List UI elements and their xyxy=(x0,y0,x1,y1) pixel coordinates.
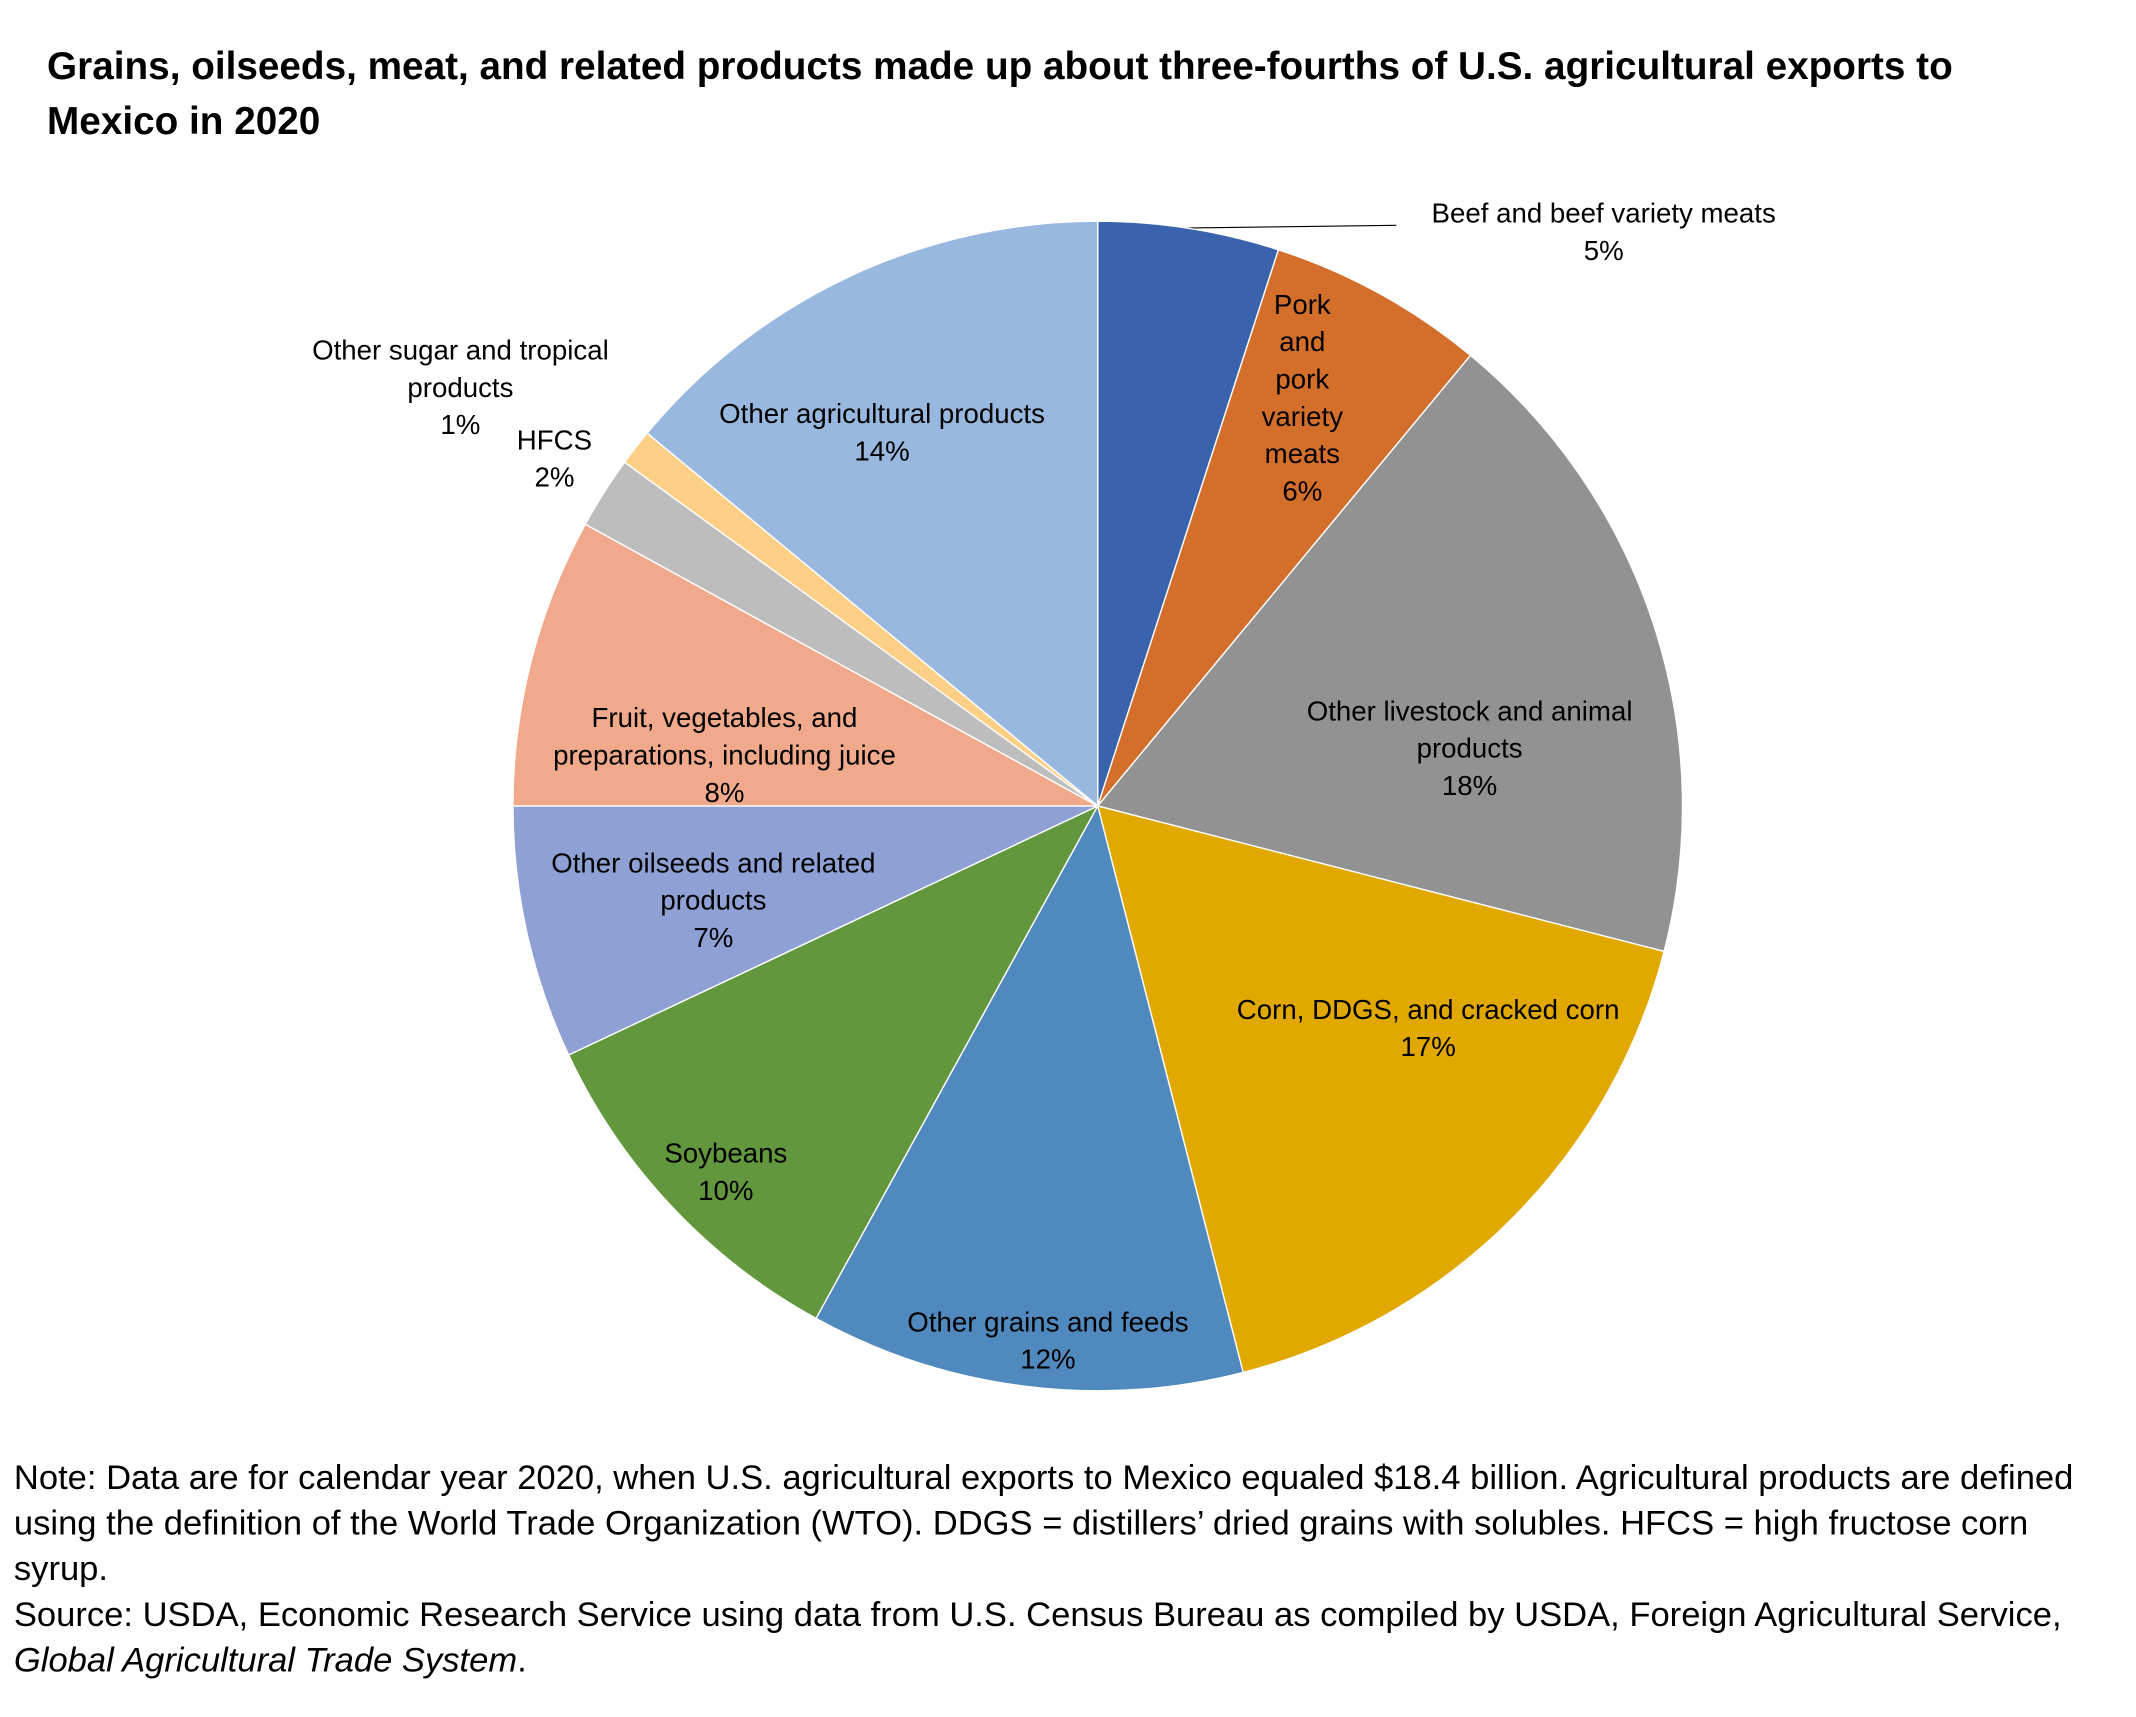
slice-label-box: Fruit, vegetables, and preparations, inc… xyxy=(517,701,932,813)
source-end: . xyxy=(517,1640,527,1680)
category-label: Fruit, vegetables, and preparations, inc… xyxy=(553,703,896,772)
source-text: Source: USDA, Economic Research Service … xyxy=(13,1595,2062,1635)
slice-label: Corn, DDGS, and cracked corn 17% xyxy=(1228,993,1629,1068)
category-label: Other sugar and tropical products xyxy=(312,335,609,404)
slice-label-box: Corn, DDGS, and cracked corn 17% xyxy=(1228,993,1629,1068)
value-label: 12% xyxy=(1020,1345,1076,1376)
pie-slice xyxy=(512,523,1099,807)
slice-label-box: Pork and pork variety meats 6% xyxy=(1254,288,1351,509)
category-label: Other agricultural products xyxy=(719,399,1045,430)
slice-label: Other agricultural products 14% xyxy=(675,397,1090,472)
category-label: Soybeans xyxy=(664,1139,788,1170)
slice-label-box: Other livestock and animal products 18% xyxy=(1262,694,1677,806)
category-label: Other oilseeds and related products xyxy=(551,848,876,917)
category-label: Other grains and feeds xyxy=(907,1307,1189,1339)
slice-label-box: Beef and beef variety meats 5% xyxy=(1369,196,1839,271)
pie-slice xyxy=(1096,354,1684,953)
slice-label-box: Other oilseeds and related products 7% xyxy=(506,846,921,958)
value-label: 1% xyxy=(440,410,481,442)
slice-label: Soybeans 10% xyxy=(588,1136,864,1211)
slice-label: Fruit, vegetables, and preparations, inc… xyxy=(517,701,932,813)
category-label: HFCS xyxy=(516,425,593,457)
slice-label-box: Other grains and feeds 12% xyxy=(841,1305,1256,1380)
value-label: 10% xyxy=(698,1176,754,1207)
slice-label: Other oilseeds and related products 7% xyxy=(506,846,921,958)
pie-slice xyxy=(512,805,1099,1056)
value-label: 18% xyxy=(1441,771,1498,802)
value-label: 14% xyxy=(854,436,910,468)
value-label: 8% xyxy=(704,778,745,809)
leader-line xyxy=(1182,224,1397,229)
category-label: Other livestock and animal products xyxy=(1306,696,1633,765)
note-box: Note: Data are for calendar year 2020, w… xyxy=(14,1456,2129,1684)
slice-label: Beef and beef variety meats 5% xyxy=(1369,196,1839,271)
category-label: Beef and beef variety meats xyxy=(1431,199,1776,230)
source: Source: USDA, Economic Research Service … xyxy=(14,1593,2129,1684)
slice-label: HFCS 2% xyxy=(485,423,623,498)
pie-slice xyxy=(1097,220,1280,807)
pie-slice xyxy=(646,220,1099,808)
title-box: Grains, oilseeds, meat, and related prod… xyxy=(47,44,1953,143)
notes: Note: Data are for calendar year 2020, w… xyxy=(14,1456,2129,1684)
slice-label: Other grains and feeds 12% xyxy=(841,1305,1256,1380)
value-label: 6% xyxy=(1282,476,1323,508)
value-label: 5% xyxy=(1583,236,1624,267)
slice-label-box: Other agricultural products 14% xyxy=(675,397,1090,472)
slice-label-box: Soybeans 10% xyxy=(588,1136,864,1211)
slice-label-box: HFCS 2% xyxy=(485,423,623,498)
pie-slice xyxy=(567,804,1100,1320)
slice-label: Other livestock and animal products 18% xyxy=(1262,694,1677,806)
slice-label-box: Other sugar and tropical products 1% xyxy=(274,333,647,445)
category-label: Pork and pork variety meats xyxy=(1261,290,1344,471)
source-italic: Global Agricultural Trade System xyxy=(13,1640,518,1680)
slice-label: Other sugar and tropical products 1% xyxy=(274,333,647,445)
pie-slice xyxy=(815,804,1244,1392)
value-label: 17% xyxy=(1400,1032,1456,1064)
chart-title: Grains, oilseeds, meat, and related prod… xyxy=(47,44,1953,143)
pie-slice xyxy=(1096,805,1665,1374)
value-label: 7% xyxy=(693,923,734,954)
category-label: Corn, DDGS, and cracked corn xyxy=(1236,995,1620,1026)
pie-slice xyxy=(1097,248,1472,807)
slice-label: Pork and pork variety meats 6% xyxy=(1254,288,1351,509)
value-label: 2% xyxy=(534,463,575,494)
note: Note: Data are for calendar year 2020, w… xyxy=(13,1458,2074,1589)
